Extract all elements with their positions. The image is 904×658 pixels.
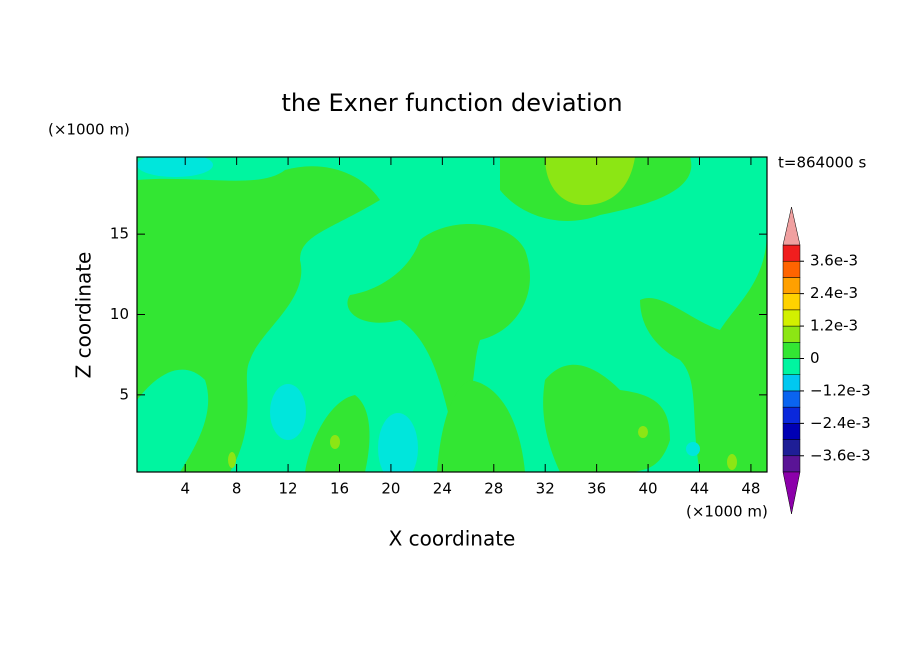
field-region (638, 426, 648, 438)
field-region (640, 230, 767, 472)
annotation: t=864000 s (778, 154, 866, 172)
x-unit: (×1000 m) (686, 503, 768, 521)
colorbar-tick-label: 3.6e-3 (810, 252, 858, 270)
x-tick-label: 24 (433, 480, 452, 498)
x-tick-label: 40 (639, 480, 658, 498)
colorbar-box (782, 293, 801, 311)
colorbar-box (782, 244, 801, 262)
x-tick-label: 16 (330, 480, 349, 498)
colorbar-box (782, 423, 801, 440)
x-tick-label: 12 (279, 480, 298, 498)
field-region (330, 435, 340, 449)
field-region (270, 384, 306, 440)
field-region (378, 413, 418, 472)
colorbar-tick-label: 1.2e-3 (810, 317, 858, 335)
x-tick-label: 44 (690, 480, 709, 498)
colorbar-tick-label: 0 (810, 349, 820, 367)
colorbar-box (782, 260, 801, 278)
field-region (137, 157, 213, 177)
x-tick-label: 36 (587, 480, 606, 498)
field-region (305, 395, 370, 472)
chart-title: the Exner function deviation (281, 89, 622, 117)
x-tick-label: 32 (536, 480, 555, 498)
field-region (543, 364, 670, 472)
colorbar-box (782, 374, 801, 392)
colorbar-box (782, 325, 801, 343)
colorbar-box (782, 342, 801, 359)
field-region (686, 442, 700, 456)
colorbar-box (782, 439, 801, 457)
y-tick-label: 10 (110, 305, 129, 323)
colorbar-box (782, 390, 801, 408)
colorbar-box (782, 277, 801, 294)
field-region (137, 369, 209, 472)
field-region (228, 452, 236, 468)
x-tick-label: 8 (232, 480, 242, 498)
x-tick-label: 48 (741, 480, 760, 498)
colorbar-box (782, 358, 801, 375)
colorbar-over (782, 206, 801, 246)
colorbar-tick-label: −1.2e-3 (810, 381, 871, 399)
colorbar-tick-label: 2.4e-3 (810, 284, 858, 302)
y-tick-label: 5 (119, 385, 129, 403)
x-tick-label: 20 (381, 480, 400, 498)
colorbar-box (782, 455, 801, 473)
y-unit: (×1000 m) (48, 121, 130, 139)
y-axis-label: Z coordinate (72, 252, 96, 379)
y-tick-label: 15 (110, 225, 129, 243)
colorbar-box (782, 406, 801, 424)
x-axis-label: X coordinate (389, 527, 516, 551)
field-region (437, 380, 525, 472)
colorbar-tick-label: −2.4e-3 (810, 414, 871, 432)
contour-field (137, 157, 767, 472)
colorbar-tick-label: −3.6e-3 (810, 446, 871, 464)
x-tick-label: 4 (180, 480, 190, 498)
field-region (727, 454, 737, 470)
colorbar-under (782, 471, 801, 515)
field-region (347, 223, 530, 420)
colorbar-box (782, 309, 801, 327)
x-tick-label: 28 (484, 480, 503, 498)
field-region (545, 157, 635, 205)
